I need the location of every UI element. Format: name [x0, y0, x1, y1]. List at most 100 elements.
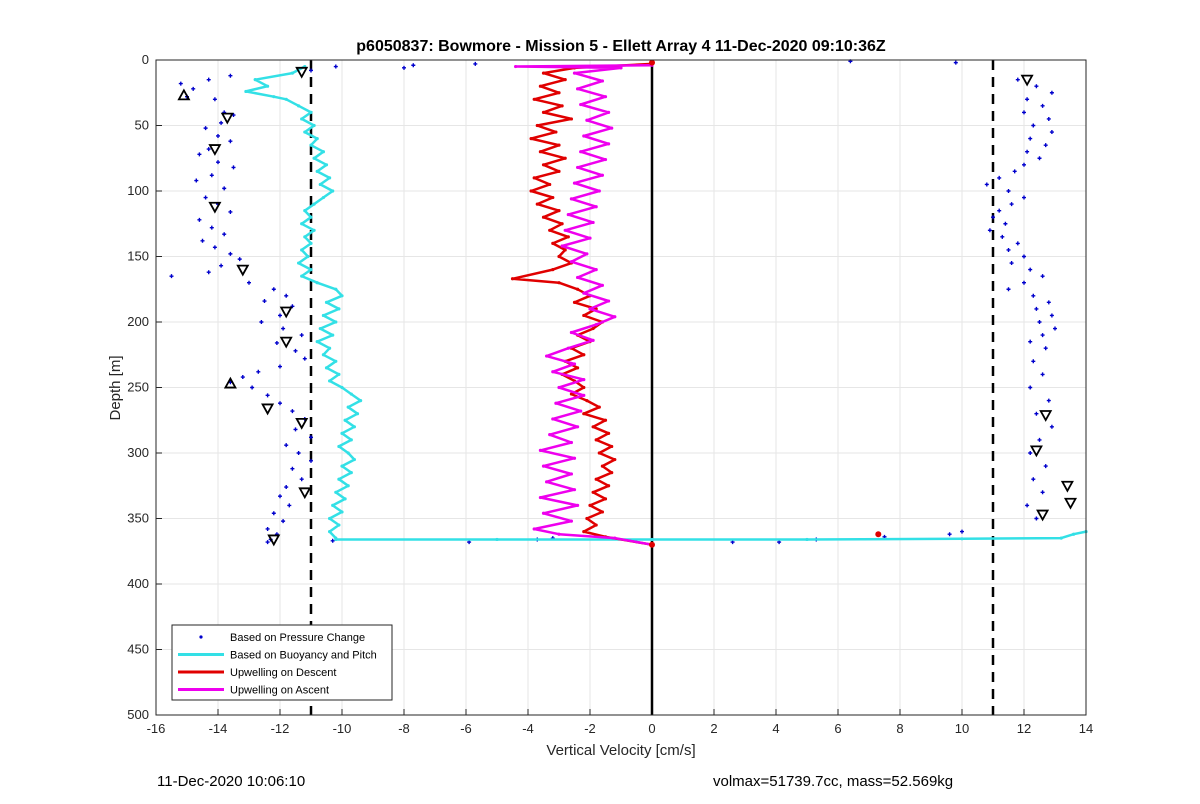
series-point	[569, 472, 574, 476]
x-tick-label: 0	[648, 721, 655, 736]
pressure-point	[262, 299, 267, 304]
pressure-point	[231, 165, 236, 170]
pressure-point	[991, 215, 995, 220]
pressure-point	[191, 86, 196, 91]
series-point	[585, 399, 589, 403]
pressure-point	[1037, 320, 1042, 324]
x-tick-label: 8	[896, 721, 903, 736]
pressure-point	[1025, 149, 1030, 154]
y-tick-label: 450	[127, 642, 149, 657]
series-point	[309, 110, 313, 114]
pressure-point	[200, 238, 205, 243]
series-point	[613, 315, 617, 319]
series-point	[318, 182, 322, 187]
pressure-point	[302, 356, 307, 361]
pressure-point	[209, 173, 214, 178]
pressure-point	[1031, 359, 1036, 364]
pressure-point	[1031, 123, 1036, 128]
pressure-point	[997, 208, 1002, 213]
pressure-point	[1003, 221, 1008, 226]
x-tick-label: 10	[955, 721, 969, 736]
y-tick-label: 350	[127, 511, 149, 526]
series-point	[619, 66, 623, 70]
series-point	[300, 274, 304, 278]
pressure-point	[1049, 130, 1054, 135]
series-point	[312, 202, 316, 206]
pressure-point	[1043, 346, 1048, 351]
series-point	[535, 123, 539, 128]
pressure-point	[287, 503, 292, 508]
pressure-point	[219, 263, 224, 268]
series-point	[557, 91, 561, 95]
triangle-down-marker	[1036, 509, 1050, 522]
pressure-point	[293, 427, 298, 432]
reference-lines	[309, 60, 995, 715]
legend-entry: Based on Pressure Change	[230, 632, 365, 644]
series-point	[557, 169, 561, 173]
pressure-point	[281, 326, 286, 331]
series-point	[591, 338, 595, 342]
series-point	[324, 366, 329, 370]
series-point	[569, 117, 574, 121]
series-point	[576, 165, 580, 170]
pressure-point	[299, 477, 304, 482]
series-point	[610, 126, 614, 130]
pressure-point	[1040, 490, 1045, 495]
series-point	[321, 313, 325, 318]
series-point	[560, 222, 564, 226]
red-dot-marker	[649, 541, 655, 548]
series-point	[535, 202, 539, 206]
series-point	[610, 471, 614, 475]
series-point	[582, 530, 586, 534]
series-point	[579, 409, 583, 413]
pressure-point	[281, 519, 286, 524]
pressure-point	[1031, 477, 1036, 482]
series-point	[551, 268, 555, 272]
series-point	[563, 78, 567, 82]
series-point	[334, 287, 338, 291]
pressure-point	[259, 320, 264, 324]
pressure-point	[309, 435, 313, 440]
legend-box	[171, 624, 393, 701]
series-point	[572, 181, 577, 185]
series-point	[582, 393, 586, 397]
series-point	[300, 222, 304, 226]
triangle-down-marker	[1060, 480, 1074, 493]
x-tick-label: -10	[333, 721, 352, 736]
triangle-down-marker	[267, 534, 281, 547]
series-point	[355, 412, 360, 416]
series-point	[309, 268, 313, 272]
series-point	[529, 189, 533, 193]
pressure-point	[1022, 254, 1026, 259]
series-point	[569, 440, 574, 445]
series-point	[600, 283, 605, 287]
pressure-point	[212, 245, 217, 250]
pressure-point	[1006, 287, 1011, 292]
x-tick-label: 4	[772, 721, 779, 736]
pressure-point	[203, 126, 208, 131]
series-point	[613, 457, 617, 462]
series-point	[572, 300, 577, 304]
pressure-point	[237, 257, 242, 262]
series-point	[557, 209, 561, 213]
series-point	[607, 484, 611, 488]
series-point	[545, 354, 549, 358]
series-line	[244, 65, 1087, 541]
series-point	[579, 150, 583, 154]
series-point	[591, 425, 595, 429]
series-point	[591, 326, 595, 331]
series-point	[607, 299, 611, 303]
series-point	[960, 537, 964, 541]
series-point	[600, 79, 605, 83]
series-point	[588, 236, 592, 240]
pressure-point	[1043, 143, 1048, 148]
red-dot-marker	[649, 59, 655, 66]
pressure-point	[1040, 372, 1045, 377]
pressure-point	[274, 340, 279, 345]
series-point	[594, 268, 598, 272]
pressure-point	[1037, 437, 1042, 442]
pressure-point	[250, 385, 255, 390]
series-point	[312, 228, 316, 232]
series-point	[315, 169, 319, 173]
